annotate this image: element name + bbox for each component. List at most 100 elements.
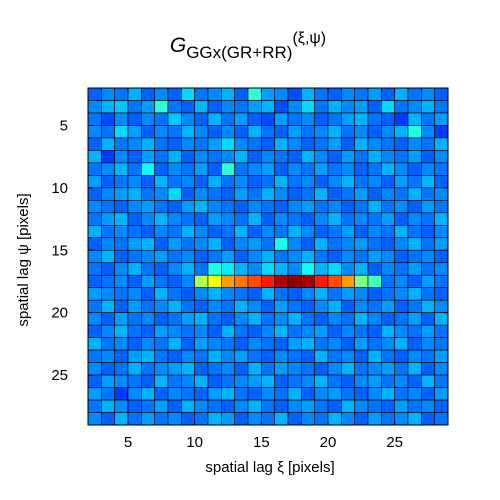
heatmap-cell [327, 387, 342, 401]
heatmap-cell [87, 187, 102, 201]
heatmap-cell [87, 299, 102, 313]
heatmap-cell [167, 349, 182, 363]
heatmap-cell [274, 337, 289, 351]
heatmap-cell [354, 175, 369, 189]
heatmap-cell [274, 175, 289, 189]
heatmap-cell [367, 287, 382, 301]
heatmap-cell [274, 212, 289, 226]
heatmap-cell [154, 362, 169, 376]
heatmap-cell [221, 200, 235, 214]
heatmap-cell [367, 412, 382, 426]
heatmap-cell [394, 200, 409, 214]
heatmap-cell [381, 399, 395, 413]
heatmap-cell [87, 274, 102, 289]
heatmap-cell [394, 299, 409, 313]
heatmap-cell [314, 399, 329, 413]
heatmap-cell [141, 312, 155, 326]
heatmap-cell [101, 225, 115, 239]
heatmap-cell [167, 312, 182, 326]
heatmap-cell [354, 187, 369, 201]
heatmap-cell [421, 112, 435, 126]
heatmap-cell [367, 337, 382, 351]
heatmap-cell [207, 187, 222, 201]
heatmap-cell [247, 137, 262, 151]
heatmap-cell [87, 162, 102, 176]
heatmap-cell [154, 175, 169, 189]
heatmap-cell [301, 187, 315, 201]
heatmap-cell [127, 324, 142, 338]
heatmap-cell [234, 237, 249, 251]
heatmap-cell [234, 249, 249, 264]
heatmap-cell [301, 324, 315, 338]
heatmap-cell [261, 362, 275, 376]
heatmap-cell [327, 112, 342, 126]
heatmap-cell [167, 225, 182, 239]
heatmap-cell [167, 212, 182, 226]
heatmap-cell [341, 100, 355, 114]
heatmap-cell [354, 399, 369, 413]
heatmap-cell [247, 162, 262, 176]
heatmap-cell [421, 337, 435, 351]
heatmap-cell [141, 175, 155, 189]
heatmap-cell [154, 412, 169, 426]
heatmap-cell [394, 100, 409, 114]
heatmap-cell [394, 225, 409, 239]
heatmap-cell [154, 312, 169, 326]
heatmap-cell [407, 237, 422, 251]
heatmap-cell [141, 249, 155, 264]
heatmap-cell [274, 349, 289, 363]
heatmap-cell [434, 287, 449, 301]
heatmap-cell [434, 387, 449, 401]
heatmap-cell [367, 212, 382, 226]
heatmap-cell [394, 187, 409, 201]
heatmap-cell [181, 150, 195, 164]
heatmap-cell [407, 337, 422, 351]
heatmap-cell [261, 324, 275, 338]
heatmap-cell [181, 287, 195, 301]
heatmap-cell [101, 274, 115, 289]
heatmap-cell [87, 212, 102, 226]
heatmap-cell [354, 225, 369, 239]
heatmap-cell [247, 362, 262, 376]
heatmap-cell [87, 337, 102, 351]
heatmap-cell [407, 187, 422, 201]
heatmap-cell [287, 125, 302, 139]
heatmap-cell [154, 100, 169, 114]
heatmap-cell [101, 112, 115, 126]
heatmap-cell [394, 337, 409, 351]
heatmap-cell [341, 249, 355, 264]
heatmap-cell [141, 212, 155, 226]
heatmap-cell [314, 237, 329, 251]
heatmap-cell [181, 387, 195, 401]
heatmap-cell [407, 225, 422, 239]
heatmap-cell [194, 374, 209, 388]
heatmap-cell [421, 87, 435, 101]
heatmap-cell [301, 337, 315, 351]
heatmap-cell [101, 212, 115, 226]
heatmap-cell [114, 112, 129, 126]
heatmap-cell [167, 150, 182, 164]
heatmap-cell [114, 412, 129, 426]
heatmap-cell [287, 249, 302, 264]
heatmap-cell [194, 299, 209, 313]
heatmap-cell [207, 125, 222, 139]
heatmap-cell [287, 112, 302, 126]
heatmap-cell [421, 374, 435, 388]
heatmap-cell [381, 212, 395, 226]
heatmap-cell [181, 137, 195, 151]
heatmap-cell [314, 162, 329, 176]
heatmap-cell [207, 100, 222, 114]
heatmap-cell [194, 237, 209, 251]
heatmap-cell [154, 299, 169, 313]
heatmap-cell [274, 399, 289, 413]
heatmap-cell [287, 349, 302, 363]
heatmap-cell [261, 237, 275, 251]
heatmap-cell [247, 349, 262, 363]
heatmap-cell [327, 150, 342, 164]
heatmap-cell [327, 299, 342, 313]
heatmap-cell [207, 87, 222, 101]
heatmap-cell [221, 262, 235, 276]
heatmap-cell [127, 349, 142, 363]
heatmap-cell [141, 374, 155, 388]
